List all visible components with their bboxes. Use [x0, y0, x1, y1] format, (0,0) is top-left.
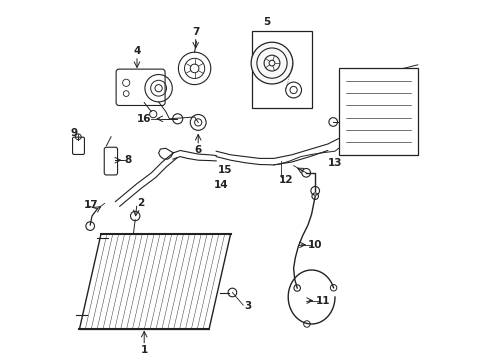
Text: 14: 14	[214, 180, 229, 190]
Text: 10: 10	[308, 240, 322, 250]
Text: 2: 2	[137, 198, 144, 208]
Text: 5: 5	[263, 17, 270, 27]
Text: 15: 15	[218, 165, 232, 175]
Text: 8: 8	[124, 155, 132, 165]
Circle shape	[251, 42, 293, 84]
Text: 13: 13	[328, 158, 342, 168]
Text: 4: 4	[133, 46, 141, 56]
Text: 3: 3	[244, 301, 251, 311]
Text: 12: 12	[279, 175, 294, 185]
Text: 6: 6	[195, 145, 202, 155]
Text: 9: 9	[71, 128, 77, 138]
Text: 11: 11	[316, 296, 331, 306]
Text: 7: 7	[192, 27, 199, 37]
Text: 16: 16	[137, 114, 151, 124]
Text: 1: 1	[141, 345, 148, 355]
Text: 17: 17	[84, 200, 98, 210]
